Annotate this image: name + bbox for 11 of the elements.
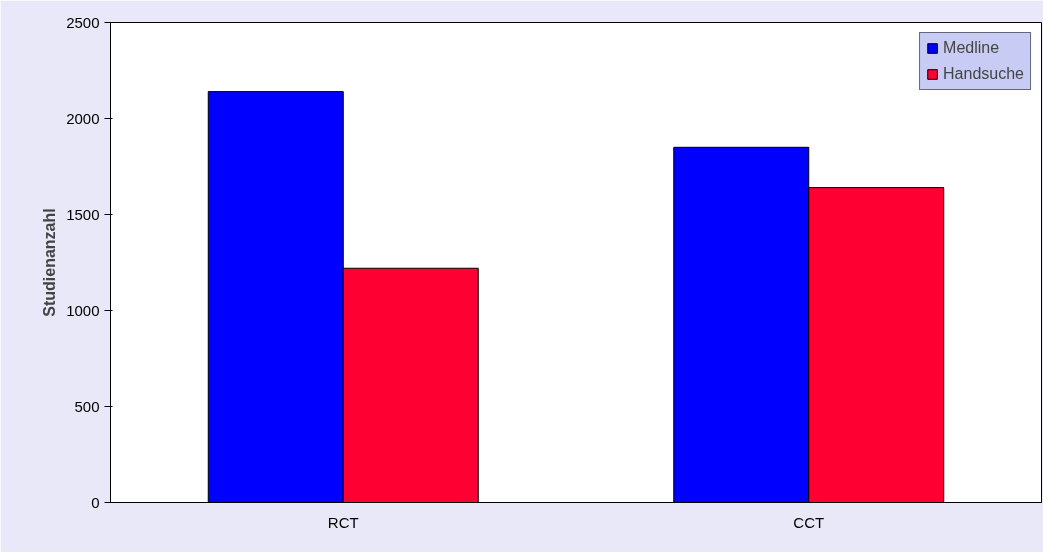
x-tick-label: CCT xyxy=(793,513,825,531)
y-tick-label: 2500 xyxy=(66,13,100,31)
y-tick-label: 500 xyxy=(74,397,100,415)
legend-label: Medline xyxy=(943,39,1000,57)
y-tick-label: 1500 xyxy=(66,205,100,223)
y-tick-label: 2000 xyxy=(66,109,100,127)
x-tick-label: RCT xyxy=(327,513,359,531)
y-tick-label: 0 xyxy=(91,493,100,511)
y-axis-title: Studienanzahl xyxy=(41,208,59,317)
legend-label: Handsuche xyxy=(943,65,1024,83)
y-tick-label: 1000 xyxy=(66,301,100,319)
